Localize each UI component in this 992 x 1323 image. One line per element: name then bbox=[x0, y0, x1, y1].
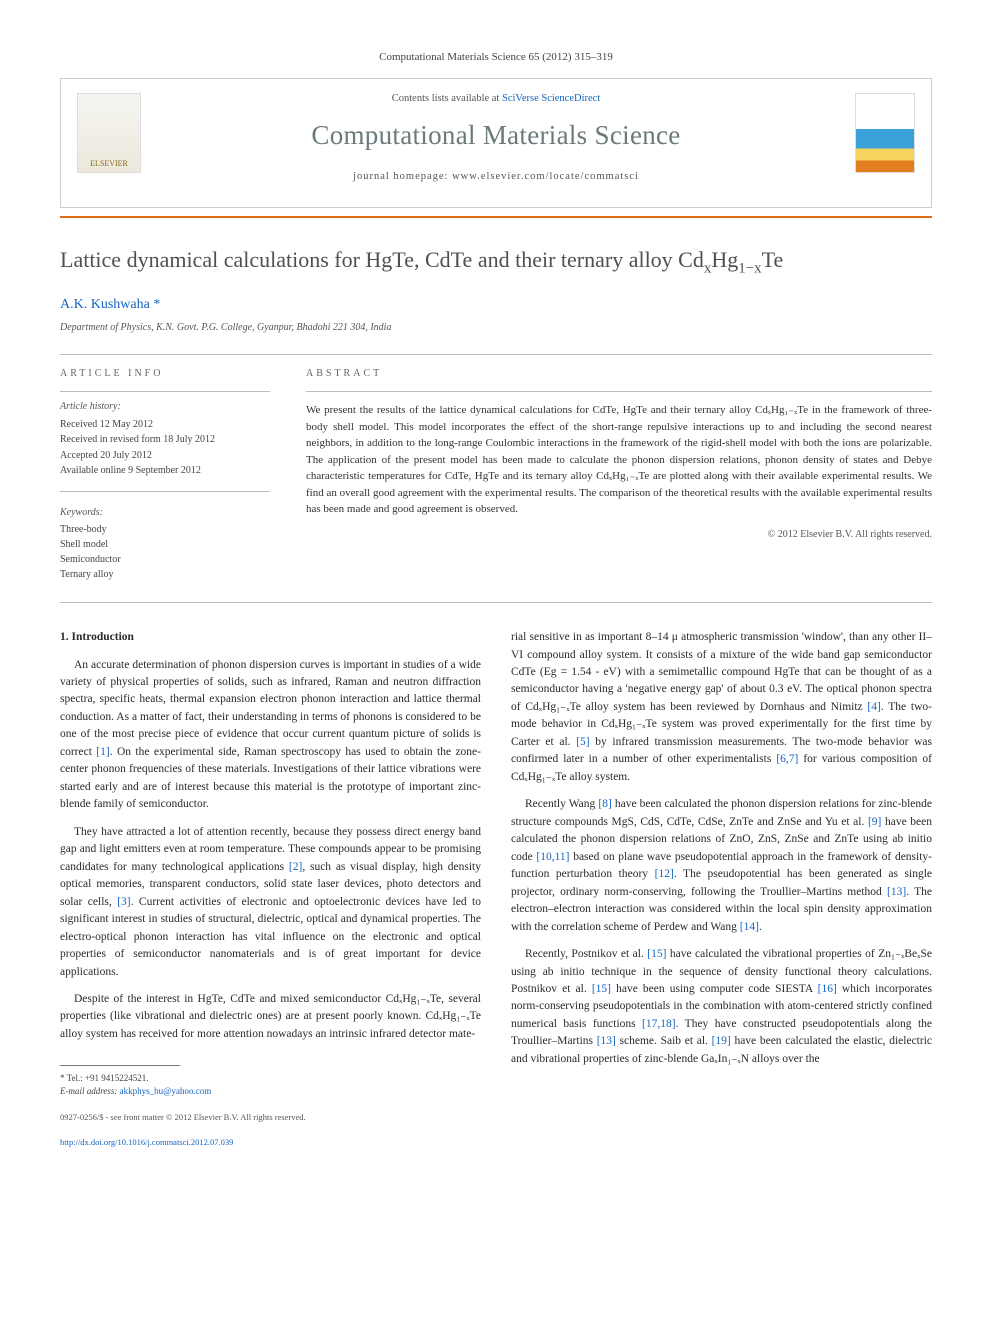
keyword: Shell model bbox=[60, 537, 270, 552]
divider bbox=[60, 602, 932, 603]
body-columns: 1. Introduction An accurate determinatio… bbox=[60, 629, 932, 1149]
footnote-email: E-mail address: akkphys_bu@yahoo.com bbox=[60, 1085, 481, 1098]
email-link[interactable]: akkphys_bu@yahoo.com bbox=[120, 1086, 212, 1096]
divider-orange bbox=[60, 216, 932, 218]
keyword: Three-body bbox=[60, 522, 270, 537]
front-matter-line: 0927-0256/$ - see front matter © 2012 El… bbox=[60, 1112, 481, 1124]
history-item: Available online 9 September 2012 bbox=[60, 463, 270, 479]
authors: A.K. Kushwaha * bbox=[60, 295, 932, 315]
homepage-url[interactable]: www.elsevier.com/locate/commatsci bbox=[452, 171, 639, 182]
paragraph: They have attracted a lot of attention r… bbox=[60, 824, 481, 981]
paragraph: Recently Wang [8] have been calculated t… bbox=[511, 796, 932, 936]
paragraph: rial sensitive in as important 8–14 μ at… bbox=[511, 629, 932, 786]
history-item: Accepted 20 July 2012 bbox=[60, 448, 270, 464]
journal-reference: Computational Materials Science 65 (2012… bbox=[60, 50, 932, 66]
abstract-block: ABSTRACT We present the results of the l… bbox=[306, 367, 932, 583]
article-info-block: ARTICLE INFO Article history: Received 1… bbox=[60, 367, 270, 583]
elsevier-logo: ELSEVIER bbox=[77, 93, 141, 173]
copyright-line: © 2012 Elsevier B.V. All rights reserved… bbox=[306, 528, 932, 543]
divider bbox=[306, 391, 932, 392]
divider bbox=[60, 354, 932, 355]
paragraph: Recently, Postnikov et al. [15] have cal… bbox=[511, 946, 932, 1068]
article-info-heading: ARTICLE INFO bbox=[60, 367, 270, 382]
journal-header-box: ELSEVIER Contents lists available at Sci… bbox=[60, 78, 932, 208]
affiliation: Department of Physics, K.N. Govt. P.G. C… bbox=[60, 321, 932, 336]
history-item: Received in revised form 18 July 2012 bbox=[60, 432, 270, 448]
journal-homepage: journal homepage: www.elsevier.com/locat… bbox=[79, 169, 913, 184]
section-heading: 1. Introduction bbox=[60, 629, 481, 646]
sciencedirect-link[interactable]: SciVerse ScienceDirect bbox=[502, 93, 600, 104]
doi-link[interactable]: http://dx.doi.org/10.1016/j.commatsci.20… bbox=[60, 1137, 233, 1147]
keywords-label: Keywords: bbox=[60, 506, 270, 521]
history-label: Article history: bbox=[60, 400, 270, 415]
divider bbox=[60, 491, 270, 492]
abstract-heading: ABSTRACT bbox=[306, 367, 932, 382]
journal-cover-thumbnail bbox=[855, 93, 915, 173]
column-right: rial sensitive in as important 8–14 μ at… bbox=[511, 629, 932, 1149]
article-title: Lattice dynamical calculations for HgTe,… bbox=[60, 246, 932, 279]
history-item: Received 12 May 2012 bbox=[60, 417, 270, 433]
keyword: Semiconductor bbox=[60, 552, 270, 567]
footnote-rule bbox=[60, 1065, 180, 1066]
paragraph: Despite of the interest in HgTe, CdTe an… bbox=[60, 991, 481, 1043]
divider bbox=[60, 391, 270, 392]
paragraph: An accurate determination of phonon disp… bbox=[60, 657, 481, 814]
contents-lists-line: Contents lists available at SciVerse Sci… bbox=[79, 91, 913, 106]
keyword: Ternary alloy bbox=[60, 567, 270, 582]
column-left: 1. Introduction An accurate determinatio… bbox=[60, 629, 481, 1149]
footnote-tel: * Tel.: +91 9415224521. bbox=[60, 1072, 481, 1085]
doi-line: http://dx.doi.org/10.1016/j.commatsci.20… bbox=[60, 1137, 481, 1149]
journal-title: Computational Materials Science bbox=[79, 116, 913, 155]
author-link[interactable]: A.K. Kushwaha bbox=[60, 297, 150, 312]
corresponding-star-icon: * bbox=[153, 297, 160, 312]
abstract-text: We present the results of the lattice dy… bbox=[306, 402, 932, 518]
